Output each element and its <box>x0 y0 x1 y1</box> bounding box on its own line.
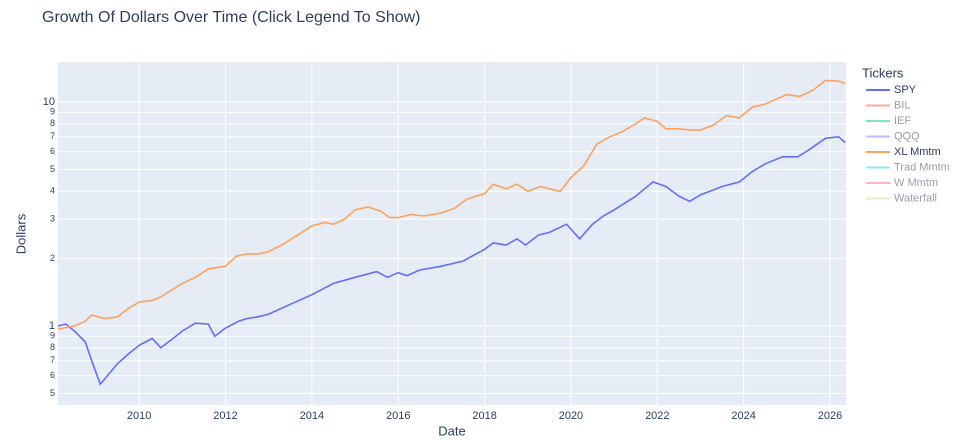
plot-background <box>58 62 846 405</box>
x-tick-label: 2020 <box>559 410 583 422</box>
y-tick-label: 4 <box>50 186 55 196</box>
y-tick-label: 7 <box>50 355 55 365</box>
y-tick-label: 10 <box>43 96 55 108</box>
x-tick-label: 2026 <box>818 410 842 422</box>
x-tick-label: 2010 <box>127 410 151 422</box>
legend-item[interactable]: Trad Mmtm <box>866 161 950 173</box>
legend-label: QQQ <box>894 130 920 142</box>
series-line <box>57 79 846 330</box>
legend-label: XL Mmtm <box>894 146 941 158</box>
series-line <box>57 135 846 386</box>
y-tick-label: 5 <box>50 388 55 398</box>
legend-item[interactable]: QQQ <box>866 130 920 142</box>
y-tick-label: 9 <box>50 107 55 117</box>
legend-label: IEF <box>894 115 911 127</box>
chart-title: Growth Of Dollars Over Time (Click Legen… <box>42 9 421 26</box>
y-tick-label: 8 <box>50 342 55 352</box>
legend-label: SPY <box>894 84 917 96</box>
legend-title: Tickers <box>862 65 904 80</box>
x-tick-label: 2012 <box>213 410 237 422</box>
legend-item[interactable]: W Mmtm <box>866 177 938 189</box>
x-axis-title: Date <box>438 423 465 438</box>
y-axis-title: Dollars <box>13 213 28 254</box>
legend-item[interactable]: SPY <box>866 84 917 96</box>
legend-item[interactable]: IEF <box>866 115 911 127</box>
y-tick-label: 1 <box>49 320 55 332</box>
y-tick-label: 8 <box>50 118 55 128</box>
legend-item[interactable]: XL Mmtm <box>866 146 941 158</box>
x-tick-label: 2022 <box>645 410 669 422</box>
legend-item[interactable]: Waterfall <box>866 192 937 204</box>
y-tick-label: 7 <box>50 131 55 141</box>
y-tick-label: 6 <box>50 146 55 156</box>
x-tick-label: 2014 <box>300 410 324 422</box>
legend-label: Trad Mmtm <box>894 161 950 173</box>
x-tick-label: 2024 <box>731 410 755 422</box>
y-tick-label: 3 <box>50 214 55 224</box>
y-tick-label: 2 <box>50 253 55 263</box>
y-tick-label: 9 <box>50 331 55 341</box>
x-tick-label: 2018 <box>472 410 496 422</box>
y-tick-label: 5 <box>50 164 55 174</box>
x-tick-label: 2016 <box>386 410 410 422</box>
legend-item[interactable]: BIL <box>866 99 911 111</box>
y-tick-label: 6 <box>50 370 55 380</box>
legend-label: Waterfall <box>894 192 937 204</box>
legend-label: W Mmtm <box>894 177 938 189</box>
legend-label: BIL <box>894 99 911 111</box>
